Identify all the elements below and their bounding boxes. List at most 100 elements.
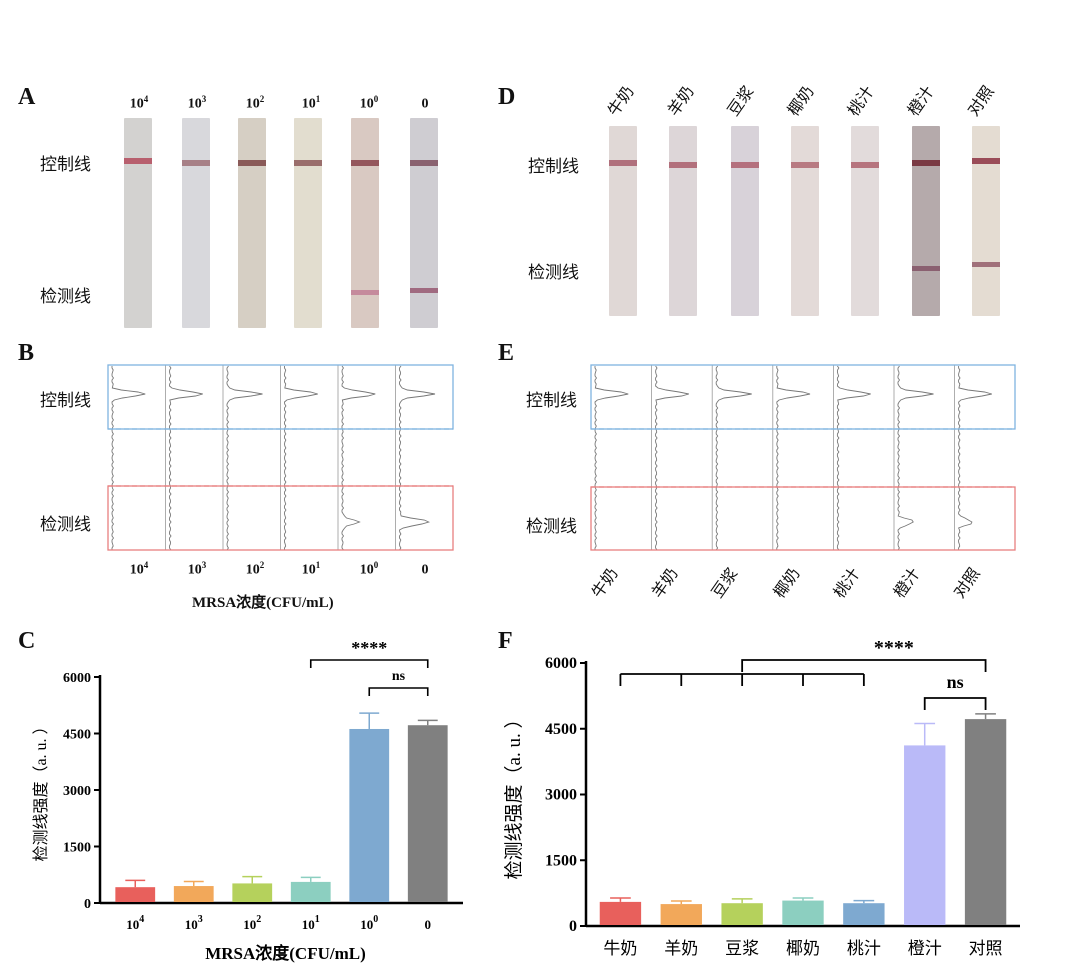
intensity-profile-trace bbox=[226, 365, 263, 551]
x-tick-label: 牛奶 bbox=[603, 939, 637, 958]
intensity-profile-trace bbox=[169, 365, 203, 551]
test-line-label-b: 检测线 bbox=[40, 515, 91, 535]
intensity-profile-trace bbox=[836, 365, 871, 551]
y-tick-label: 1500 bbox=[545, 852, 577, 869]
control-region-box bbox=[590, 364, 1016, 430]
profile-plot-b bbox=[107, 364, 454, 551]
test-strip bbox=[410, 118, 438, 328]
y-tick-label: 6000 bbox=[545, 655, 577, 672]
x-tick-label: 100 bbox=[360, 914, 378, 932]
sample-label-d-6: 橙汁 bbox=[903, 82, 938, 120]
test-strip bbox=[609, 126, 637, 316]
x-tick-label: 桃汁 bbox=[847, 939, 881, 958]
intensity-profile-trace bbox=[715, 365, 752, 551]
control-line-label-b: 控制线 bbox=[40, 391, 91, 411]
x-tick-label: 橙汁 bbox=[908, 939, 942, 958]
significance-label: **** bbox=[874, 637, 914, 659]
x-axis-label: MRSA浓度(CFU/mL) bbox=[205, 943, 366, 963]
conc-label-b-1: 104 bbox=[129, 560, 149, 578]
sample-label-e-3: 豆浆 bbox=[707, 564, 742, 602]
intensity-profile-trace bbox=[655, 365, 689, 551]
intensity-profile-trace bbox=[897, 365, 934, 551]
panel-label-f: F bbox=[498, 628, 513, 654]
test-strip bbox=[182, 118, 210, 328]
bar bbox=[599, 901, 642, 925]
conc-label-b-4: 101 bbox=[301, 560, 321, 578]
bar bbox=[115, 887, 156, 902]
test-strip bbox=[124, 118, 152, 328]
panel-label-c: C bbox=[18, 628, 36, 654]
conc-label-b-6: 0 bbox=[421, 562, 429, 578]
x-tick-label: 羊奶 bbox=[664, 939, 698, 958]
sample-label-e-7: 对照 bbox=[949, 564, 984, 602]
test-strip bbox=[912, 126, 940, 316]
bar bbox=[173, 886, 214, 902]
bar bbox=[843, 903, 885, 925]
intensity-profile-trace bbox=[341, 365, 376, 551]
intensity-profile-trace bbox=[776, 366, 811, 550]
bar bbox=[904, 745, 946, 925]
test-strip bbox=[351, 118, 379, 328]
x-tick-label: 104 bbox=[126, 914, 144, 932]
x-tick-label: 103 bbox=[185, 914, 203, 932]
significance-label: ns bbox=[947, 672, 964, 692]
conc-label-b-2: 103 bbox=[187, 560, 207, 578]
x-tick-label: 椰奶 bbox=[786, 939, 820, 958]
y-tick-label: 1500 bbox=[63, 841, 91, 856]
test-strip bbox=[972, 126, 1000, 316]
bar bbox=[721, 903, 763, 925]
significance-bracket bbox=[309, 659, 429, 668]
bar bbox=[232, 883, 273, 902]
profile-plot-e bbox=[590, 364, 1016, 551]
chart-f: 0 1500 3000 4500 6000 检测线强度（a. u. ） 牛奶 羊奶 豆浆 椰奶 桃汁… bbox=[503, 637, 1020, 958]
y-tick-label: 0 bbox=[569, 918, 577, 935]
panel-label-b: B bbox=[18, 340, 35, 366]
control-line-label-e: 控制线 bbox=[526, 391, 577, 411]
x-tick-label: 豆浆 bbox=[725, 939, 759, 958]
intensity-profile-trace bbox=[958, 366, 992, 550]
y-axis-label: 检测线强度（a. u. ） bbox=[32, 718, 50, 861]
test-line-label-d: 检测线 bbox=[528, 263, 579, 283]
sample-label-d-5: 桃汁 bbox=[843, 82, 878, 120]
y-tick-label: 0 bbox=[84, 897, 91, 912]
significance-bracket bbox=[741, 659, 987, 672]
sample-label-e-5: 桃汁 bbox=[829, 564, 864, 602]
bar bbox=[290, 881, 331, 902]
x-tick-label: 对照 bbox=[969, 939, 1003, 958]
sample-label-d-2: 羊奶 bbox=[663, 82, 698, 120]
x-tick-label: 101 bbox=[302, 914, 320, 932]
significance-label: **** bbox=[351, 638, 387, 658]
sample-label-e-4: 椰奶 bbox=[769, 564, 804, 602]
intensity-profile-trace bbox=[111, 366, 146, 550]
y-tick-label: 3000 bbox=[63, 784, 91, 799]
y-tick-label: 4500 bbox=[545, 721, 577, 738]
bar bbox=[349, 728, 390, 902]
bar bbox=[782, 900, 824, 925]
sample-label-d-1: 牛奶 bbox=[603, 82, 638, 120]
significance-label: ns bbox=[392, 669, 406, 684]
test-strip bbox=[294, 118, 322, 328]
sample-label-d-3: 豆浆 bbox=[723, 82, 758, 120]
sample-label-e-1: 牛奶 bbox=[587, 564, 622, 602]
test-line-label-a: 检测线 bbox=[40, 287, 91, 307]
sample-label-e-6: 橙汁 bbox=[889, 564, 924, 602]
test-line-label-e: 检测线 bbox=[526, 517, 577, 537]
conc-label-a-6: 0 bbox=[421, 96, 429, 112]
intensity-profile-trace bbox=[594, 366, 629, 550]
control-line-label-d: 控制线 bbox=[528, 157, 579, 177]
panel-label-d: D bbox=[498, 84, 516, 110]
conc-label-b-5: 100 bbox=[359, 560, 379, 578]
bar bbox=[660, 904, 702, 925]
conc-label-a-1: 104 bbox=[129, 94, 149, 112]
panel-label-e: E bbox=[498, 340, 515, 366]
y-tick-label: 4500 bbox=[63, 728, 91, 743]
x-tick-label: 102 bbox=[243, 914, 261, 932]
conc-label-a-4: 101 bbox=[301, 94, 321, 112]
mrsa-axis-label-b: MRSA浓度(CFU/mL) bbox=[192, 595, 334, 611]
test-strip bbox=[791, 126, 819, 316]
test-strip bbox=[669, 126, 697, 316]
y-axis-label: 检测线强度（a. u. ） bbox=[503, 710, 525, 880]
panel-label-a: A bbox=[18, 84, 36, 110]
conc-label-a-3: 102 bbox=[245, 94, 265, 112]
bar bbox=[407, 725, 448, 902]
